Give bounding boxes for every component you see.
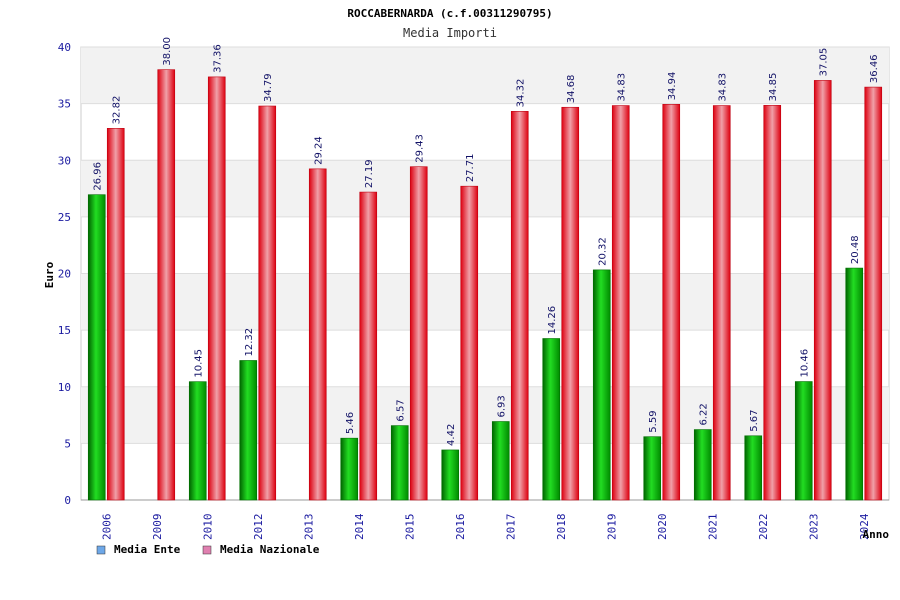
x-tick-label: 2013 [302,514,315,541]
x-tick-label: 2024 [858,513,871,540]
bar-value-label: 10.46 [800,349,811,378]
bar-value-label: 34.94 [667,72,678,101]
x-tick-label: 2009 [151,514,164,541]
bar-labels: 26.96 32.82 38.00 10.45 37.36 12.32 34.79 29.24… [93,37,881,446]
bar-media-nazionale-2006 [106,128,125,501]
x-tick-label: 2021 [706,514,719,541]
x-tick-label: 2017 [504,514,517,541]
bar-media-nazionale-2009 [157,69,176,501]
bar-value-label: 34.85 [768,73,779,102]
bar-media-ente-2014 [340,437,359,501]
bar-value-label: 37.05 [819,48,830,77]
bar-media-ente-2022 [744,435,763,501]
bar-value-label: 36.46 [869,54,880,83]
bar-media-ente-2019 [592,269,611,501]
bar-value-label: 5.59 [648,410,659,432]
bar-media-nazionale-2010 [207,76,226,501]
bar-value-label: 6.57 [396,399,407,421]
bar-value-label: 37.36 [213,44,224,73]
bar-value-label: 29.24 [314,136,325,165]
bar-value-label: 34.83 [718,73,729,102]
bar-media-ente-2021 [693,429,712,501]
legend-swatch-media-nazionale [202,545,212,555]
bar-value-label: 10.45 [194,349,205,378]
bar-media-nazionale-2019 [611,105,630,501]
y-tick-label: 25 [58,211,71,224]
y-axis-ticks: 0 5 10 15 20 25 30 35 40 [58,41,71,507]
legend-label-media-ente: Media Ente [114,543,181,556]
y-tick-label: 30 [58,154,71,167]
bar-media-nazionale-2022 [763,105,782,501]
bar-value-label: 20.48 [850,235,861,264]
bar-media-ente-2016 [441,449,460,501]
y-tick-label: 40 [58,41,71,54]
x-tick-label: 2006 [100,514,113,541]
bar-media-nazionale-2021 [712,105,731,501]
bar-media-ente-2012 [239,360,258,501]
bar-value-label: 34.83 [617,73,628,102]
bar-media-nazionale-2016 [460,185,479,501]
bar-media-ente-2023 [794,381,813,501]
bar-media-ente-2010 [188,381,207,501]
x-tick-label: 2020 [656,514,669,541]
bar-media-ente-2018 [542,338,561,501]
x-tick-label: 2010 [201,514,214,541]
bar-media-nazionale-2014 [359,191,378,501]
bar-value-label: 32.82 [112,96,123,125]
x-tick-label: 2016 [454,514,467,541]
bar-value-label: 29.43 [415,134,426,163]
bar-media-ente-2020 [643,436,662,501]
x-tick-label: 2015 [403,514,416,541]
bar-media-nazionale-2020 [662,104,681,501]
x-tick-label: 2012 [252,514,265,541]
bar-value-label: 27.71 [465,154,476,183]
y-tick-label: 0 [64,494,71,507]
x-tick-label: 2014 [353,513,366,540]
bar-value-label: 26.96 [93,162,104,191]
x-axis-ticks: 2006 2009 2010 2012 2013 2014 2015 2016 2017 2018… [100,513,871,540]
x-tick-label: 2023 [807,514,820,541]
x-tick-label: 2022 [757,514,770,541]
y-tick-label: 10 [58,381,71,394]
x-axis-label: Anno [863,528,890,541]
bar-value-label: 34.68 [566,75,577,104]
y-tick-label: 20 [58,268,71,281]
bar-media-ente-2006 [87,194,106,501]
bar-media-nazionale-2012 [258,105,277,501]
bar-value-label: 5.46 [345,412,356,434]
y-tick-label: 35 [58,98,71,111]
bar-media-nazionale-2013 [308,168,327,501]
y-tick-label: 5 [64,437,71,450]
y-tick-label: 15 [58,324,71,337]
bar-value-label: 27.19 [364,159,375,188]
bar-value-label: 6.93 [497,395,508,417]
x-tick-label: 2019 [605,514,618,541]
bar-media-nazionale-2017 [510,111,529,501]
bar-media-nazionale-2018 [561,106,580,501]
bar-value-label: 38.00 [162,37,173,66]
bar-value-label: 14.26 [547,306,558,335]
bar-value-label: 20.32 [598,237,609,266]
bar-media-ente-2015 [390,425,409,501]
legend-label-media-nazionale: Media Nazionale [220,543,320,556]
x-tick-label: 2018 [555,514,568,541]
bar-value-label: 12.32 [244,328,255,357]
bar-value-label: 4.42 [446,424,457,446]
bar-media-ente-2017 [491,421,510,501]
y-axis-label: Euro [43,261,56,288]
bar-value-label: 34.79 [263,73,274,102]
chart-subtitle: Media Importi [403,26,497,40]
bar-media-nazionale-2024 [864,86,883,501]
bar-value-label: 34.32 [516,79,527,108]
legend-swatch-media-ente [96,545,106,555]
bar-value-label: 5.67 [749,410,760,432]
bar-media-ente-2024 [845,267,864,501]
chart-title: ROCCABERNARDA (c.f.00311290795) [347,7,552,20]
bars [87,69,883,501]
bar-media-nazionale-2015 [409,166,428,501]
bar-value-label: 6.22 [699,403,710,425]
legend: Media Ente Media Nazionale [96,543,320,556]
bar-media-nazionale-2023 [813,80,832,501]
